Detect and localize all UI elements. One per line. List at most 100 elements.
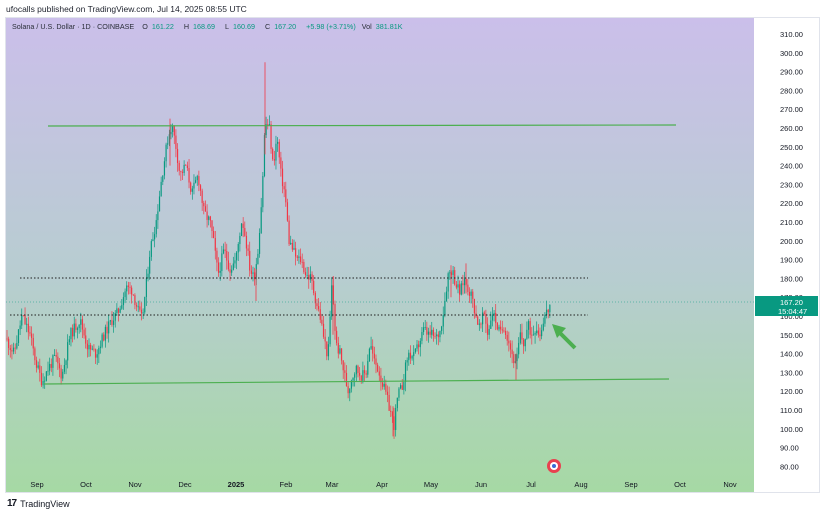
candle-body — [429, 331, 431, 335]
candle-body — [73, 323, 75, 337]
candle-body — [450, 272, 453, 275]
time-axis-label: Sep — [624, 480, 637, 489]
candle-body — [480, 323, 482, 325]
candle-body — [245, 235, 248, 249]
candle-body — [288, 220, 290, 245]
candle-body — [322, 323, 325, 337]
candle-body — [488, 328, 490, 335]
candle-body — [299, 256, 302, 262]
candle-body — [370, 346, 372, 349]
candle-body — [49, 363, 51, 371]
candle-body — [362, 370, 364, 381]
tradingview-brand: TradingView — [20, 498, 70, 509]
candle-body — [508, 340, 510, 344]
candle-body — [337, 342, 339, 354]
candle-body — [19, 325, 21, 330]
candle-body — [252, 272, 254, 274]
candle-body — [63, 364, 65, 372]
candle-body — [214, 238, 216, 251]
candle-body — [342, 360, 344, 371]
candle-body — [352, 377, 354, 381]
candle-body — [6, 338, 8, 340]
candle-body — [173, 125, 175, 136]
candle-body — [17, 329, 20, 343]
candle-body — [290, 242, 292, 245]
candle-body — [117, 308, 120, 313]
support-trendline[interactable] — [43, 378, 670, 385]
time-axis-label: Dec — [178, 480, 192, 489]
candle-body — [111, 320, 113, 325]
candle-body — [242, 223, 244, 228]
candle-body — [513, 354, 515, 364]
candle-body — [58, 363, 61, 369]
price-axis-label: 310.00 — [780, 30, 803, 39]
price-axis-label: 80.00 — [780, 462, 799, 471]
candle-body — [357, 365, 359, 373]
candle-body — [344, 370, 346, 373]
time-axis[interactable]: Sep Oct Nov Dec 2025 Feb Mar Apr May Jun Jul Aug Sep… — [30, 480, 737, 489]
candle-body — [116, 308, 118, 313]
candle-body — [473, 298, 475, 314]
candle-body — [503, 330, 505, 332]
tradingview-footer[interactable]: 17 TradingView — [7, 498, 70, 509]
time-axis-label: Nov — [128, 480, 142, 489]
candle-body — [431, 329, 433, 335]
candle-body — [316, 303, 318, 307]
candle-body — [75, 323, 77, 330]
candle-body — [29, 332, 31, 334]
candle-body — [303, 261, 305, 273]
candle-body — [76, 328, 79, 330]
candle-body — [416, 344, 418, 349]
candle-body — [196, 176, 198, 181]
candle-body — [439, 330, 441, 338]
candle-body — [135, 304, 138, 307]
candle-body — [181, 171, 184, 173]
candle-body — [137, 306, 139, 308]
candle-body — [386, 391, 389, 395]
candle-body — [167, 143, 169, 145]
candle-body — [544, 314, 546, 324]
symbol-title[interactable]: Solana / U.S. Dollar · 1D · COINBASE — [12, 22, 135, 31]
candle-body — [396, 397, 398, 409]
volume-label: Vol — [361, 22, 372, 31]
resistance-trendline[interactable] — [47, 124, 677, 127]
candle-body — [436, 334, 438, 336]
candle-body — [62, 371, 64, 379]
candle-body — [280, 157, 282, 169]
candle-body — [188, 167, 190, 183]
candle-body — [72, 327, 74, 337]
time-axis-label: Oct — [80, 480, 93, 489]
candle-body — [385, 383, 387, 392]
earnings-marker-icon[interactable] — [547, 459, 561, 473]
candle-body — [124, 291, 126, 298]
candle-body — [127, 285, 129, 287]
price-badge[interactable]: 167.20 15:04:47 — [755, 296, 818, 316]
price-axis-label: 280.00 — [780, 86, 803, 95]
candle-body — [401, 385, 403, 390]
candle-body — [108, 321, 110, 334]
candle-body — [67, 342, 69, 361]
candle-body — [313, 280, 315, 293]
candle-body — [541, 330, 543, 337]
candle-body — [301, 261, 303, 263]
candle-body — [360, 375, 362, 381]
candle-body — [8, 338, 10, 348]
candle-body — [532, 334, 535, 336]
candle-body — [258, 233, 261, 254]
candle-body — [165, 144, 167, 162]
arrow-icon[interactable] — [552, 324, 577, 350]
price-axis[interactable]: 310.00 300.00 290.00 280.00 270.00 260.00 250.… — [780, 30, 803, 471]
annotations — [6, 124, 754, 473]
candle-body — [485, 313, 487, 324]
price-axis-label: 90.00 — [780, 444, 799, 453]
candle-body — [470, 291, 472, 296]
time-axis-label: Mar — [326, 480, 339, 489]
close-label: C — [264, 22, 271, 31]
candle-body — [168, 134, 170, 144]
chart-frame[interactable] — [5, 17, 820, 493]
candle-body — [86, 343, 88, 350]
candle-body — [498, 326, 500, 330]
candle-body — [496, 323, 498, 330]
candle-body — [340, 348, 343, 361]
